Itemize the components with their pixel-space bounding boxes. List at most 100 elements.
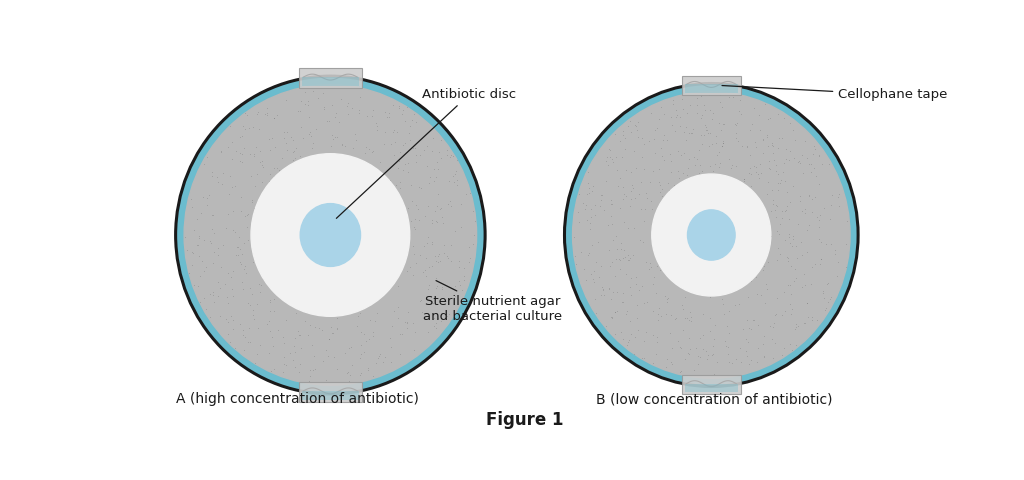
Point — [652, 219, 669, 227]
Point — [581, 189, 597, 197]
Point — [292, 331, 308, 339]
Point — [632, 236, 648, 244]
Point — [678, 136, 694, 144]
Point — [718, 281, 734, 288]
Point — [738, 353, 755, 360]
Point — [182, 195, 199, 203]
Point — [736, 189, 753, 196]
Point — [249, 350, 265, 358]
Point — [357, 194, 374, 202]
Point — [627, 333, 643, 341]
Point — [620, 224, 636, 232]
Point — [707, 321, 723, 329]
Point — [728, 119, 744, 127]
Point — [653, 245, 670, 252]
Point — [380, 270, 396, 277]
Point — [609, 245, 626, 253]
Text: B (low concentration of antibiotic): B (low concentration of antibiotic) — [596, 393, 833, 407]
Point — [756, 353, 772, 360]
Point — [745, 104, 762, 112]
Point — [210, 292, 226, 300]
Point — [727, 120, 743, 128]
Point — [776, 344, 793, 352]
Point — [701, 162, 718, 170]
Point — [213, 148, 229, 156]
Point — [732, 110, 749, 118]
Point — [408, 259, 424, 267]
Point — [253, 281, 269, 289]
Point — [214, 180, 230, 188]
Point — [432, 205, 449, 213]
Point — [369, 122, 385, 130]
Point — [636, 165, 652, 173]
Point — [629, 126, 645, 134]
Point — [799, 226, 815, 234]
Point — [581, 180, 597, 187]
Point — [189, 282, 206, 289]
Point — [656, 292, 673, 300]
Point — [424, 262, 440, 270]
Point — [666, 252, 682, 259]
Point — [607, 130, 624, 137]
Point — [271, 167, 288, 174]
Point — [719, 205, 735, 213]
Point — [804, 195, 820, 203]
Point — [263, 368, 280, 375]
Point — [722, 228, 738, 235]
Point — [698, 355, 715, 362]
Point — [650, 316, 667, 324]
Point — [191, 234, 208, 241]
Point — [622, 283, 638, 291]
Point — [610, 255, 627, 263]
Point — [313, 184, 330, 192]
Point — [838, 264, 854, 271]
Point — [222, 122, 239, 130]
Point — [331, 119, 347, 126]
Point — [219, 299, 236, 307]
Point — [748, 168, 764, 176]
Point — [395, 167, 412, 174]
Point — [764, 186, 780, 194]
Point — [232, 207, 249, 215]
Point — [371, 258, 387, 265]
Point — [814, 160, 830, 168]
Point — [766, 206, 782, 214]
Point — [396, 117, 413, 125]
Point — [710, 203, 726, 210]
Point — [783, 346, 800, 354]
Point — [595, 287, 611, 294]
Point — [807, 145, 823, 153]
Point — [694, 180, 711, 187]
Point — [399, 204, 416, 212]
Point — [416, 146, 432, 154]
Point — [706, 336, 722, 343]
Point — [756, 352, 772, 360]
Point — [308, 175, 325, 183]
Point — [700, 143, 717, 150]
Point — [186, 281, 203, 288]
Point — [315, 357, 332, 365]
Point — [717, 288, 733, 296]
Point — [240, 338, 256, 346]
Point — [779, 254, 796, 262]
Point — [651, 165, 668, 173]
Point — [265, 365, 282, 373]
Point — [350, 204, 367, 212]
Point — [303, 341, 319, 348]
Point — [810, 235, 826, 242]
Point — [302, 322, 318, 329]
Point — [767, 202, 783, 209]
Point — [659, 136, 676, 144]
Point — [594, 283, 610, 291]
Point — [289, 293, 305, 300]
Point — [442, 202, 459, 210]
Point — [698, 123, 715, 131]
Point — [359, 364, 376, 372]
Point — [204, 168, 220, 176]
Point — [333, 96, 349, 103]
Point — [231, 259, 248, 266]
Point — [624, 128, 640, 136]
Point — [767, 339, 783, 347]
Point — [680, 349, 696, 357]
Point — [651, 178, 668, 186]
